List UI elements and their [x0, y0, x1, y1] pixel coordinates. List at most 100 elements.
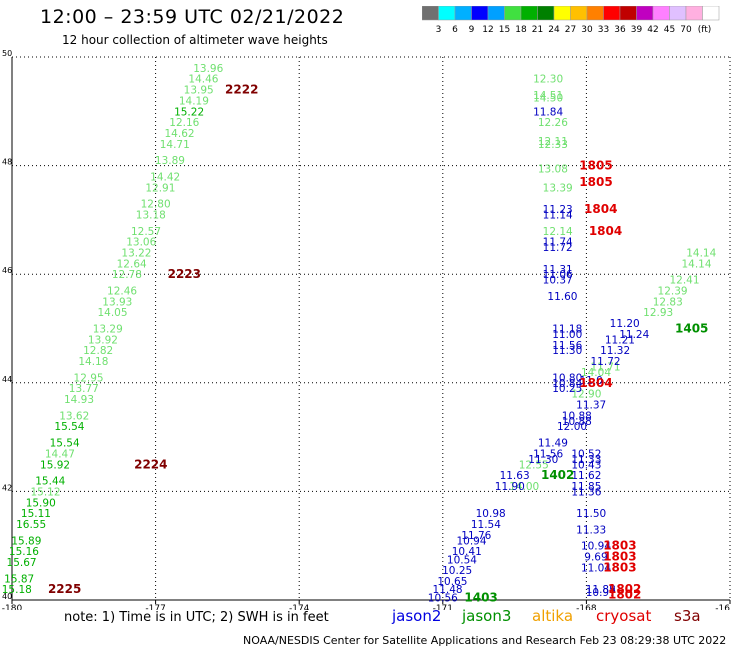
data-point-label: 12.78 [112, 269, 142, 281]
data-point-label: 15.87 [4, 573, 34, 585]
data-point-label: 15.12 [30, 486, 60, 498]
colorbar-label: 9 [469, 25, 475, 35]
note-text: note: 1) Time is in UTC; 2) SWH is in fe… [64, 610, 329, 625]
data-point-label: 11.76 [461, 530, 491, 542]
data-point-label: 12.46 [107, 285, 137, 297]
colorbar-label: 6 [452, 25, 458, 35]
data-point-label: 10.52 [571, 448, 601, 460]
colorbar-label: 33 [598, 25, 609, 35]
data-point-label: 10.94 [456, 535, 486, 547]
note-legend-bar: note: 1) Time is in UTC; 2) SWH is in fe… [0, 607, 740, 631]
data-point-label: 11.37 [576, 400, 606, 412]
data-point-label: 11.31 [543, 264, 573, 276]
data-point-label: 11.48 [433, 584, 463, 596]
data-point-label: 15.22 [174, 106, 204, 118]
data-point-label: 11.36 [571, 486, 601, 498]
data-point-label: 11.60 [547, 291, 577, 303]
data-point-label: 11.50 [576, 508, 606, 520]
data-point-label: 12.82 [83, 345, 113, 357]
x-tick-label: -177 [145, 604, 165, 610]
data-point-label: 14.19 [179, 95, 209, 107]
data-point-label: 12.11 [538, 136, 568, 148]
data-point-label: 11.72 [543, 242, 573, 254]
satellite-legend-jason2: jason2 [392, 607, 442, 625]
data-point-label: 12.80 [141, 199, 171, 211]
y-tick-label: 48 [2, 158, 12, 167]
data-point-label: 11.62 [571, 470, 601, 482]
plot-area: -180 -177 -174 -171 -168 -16 40 42 44 46 48 50 13.96… [2, 49, 731, 610]
data-point-label: 11.63 [500, 470, 530, 482]
data-point-label: 11.49 [538, 438, 568, 450]
data-point-label: 11.30 [552, 345, 582, 357]
data-point-label: 14.00 [509, 481, 539, 493]
data-point-label: 15.54 [50, 438, 80, 450]
data-point-label: 11.74 [543, 237, 573, 249]
data-point-label: 11.56 [533, 448, 563, 460]
data-point-label: 11.90 [495, 481, 525, 493]
data-point-label: 15.54 [54, 421, 84, 433]
satellite-legend-s3a: s3a [674, 607, 701, 625]
data-point-label: 13.29 [93, 324, 123, 336]
data-point-label: 10.98 [476, 508, 506, 520]
colorbar-label: 70 [680, 25, 692, 35]
data-point-label: 11.20 [610, 318, 640, 330]
data-point-label: 12.16 [169, 117, 199, 129]
data-point-label: 11.14 [543, 209, 573, 221]
colorbar-label: 42 [647, 25, 658, 35]
data-point-label: 13.95 [184, 85, 214, 97]
data-point-label: 1402 [541, 468, 574, 482]
data-point-label: 11.56 [552, 340, 582, 352]
data-point-label: 11.06 [543, 269, 573, 281]
data-point-label: 11.32 [600, 345, 630, 357]
data-point-label: 14.04 [581, 367, 611, 379]
data-point-label: 14.47 [45, 448, 75, 460]
data-point-label: 13.06 [126, 237, 156, 249]
data-point-label: 10.41 [452, 546, 482, 558]
satellite-legend-cryosat: cryosat [596, 607, 652, 625]
data-point-label: 11.04 [581, 562, 611, 574]
data-point-label: 10.80 [552, 372, 582, 384]
chart-title: 12:00 – 23:59 UTC 02/21/2022 [40, 6, 345, 28]
footer-credit: NOAA/NESDIS Center for Satellite Applica… [243, 634, 727, 647]
data-point-label: 10.37 [543, 275, 573, 287]
y-tick-label: 40 [2, 592, 12, 601]
data-point-label: 13.92 [88, 334, 118, 346]
x-tick-label: -174 [289, 604, 310, 610]
data-point-label: 10.65 [437, 576, 467, 588]
colorbar-label: 3 [436, 25, 442, 35]
data-point-label: 11.33 [576, 524, 606, 536]
x-tick-label: -16 [715, 604, 730, 610]
data-point-label: 11.84 [533, 106, 563, 118]
data-point-label: 14.50 [533, 93, 563, 105]
data-point-label: 10.84 [552, 378, 582, 390]
data-point-label: 10.25 [442, 565, 472, 577]
data-point-label: 15.92 [40, 459, 70, 471]
data-point-label: 1803 [603, 550, 636, 564]
data-point-label: 9.69 [584, 552, 607, 564]
data-point-label: 12.00 [557, 421, 587, 433]
data-point-label: 12.95 [74, 372, 104, 384]
data-point-label: 15.44 [35, 476, 65, 488]
data-point-label: 16.55 [16, 519, 46, 531]
data-point-label: 13.89 [155, 155, 185, 167]
data-point-label: 11.54 [471, 519, 501, 531]
y-tick-label: 42 [2, 483, 12, 492]
data-point-label: 14.51 [533, 90, 563, 102]
y-tick-label: 44 [2, 375, 12, 384]
chart-subtitle: 12 hour collection of altimeter wave hei… [62, 33, 328, 47]
data-point-label: 14.14 [681, 258, 711, 270]
data-point-label: 13.22 [121, 247, 151, 259]
colorbar-label: 18 [515, 25, 527, 35]
data-point-label: 11.88 [586, 584, 616, 596]
data-point-label: 14.14 [686, 247, 716, 259]
data-point-label: 11.18 [552, 324, 582, 336]
data-point-label: 2222 [225, 83, 258, 97]
data-point-label: 10.97 [586, 587, 616, 599]
data-point-label: 12.55 [519, 459, 549, 471]
data-point-label: 11.23 [543, 204, 573, 216]
data-point-label: 13.08 [538, 163, 568, 175]
data-point-label: 12.33 [538, 139, 568, 151]
data-point-label: 13.62 [59, 410, 89, 422]
data-point-label: 14.71 [160, 139, 190, 151]
data-point-label: 11.30 [528, 454, 558, 466]
